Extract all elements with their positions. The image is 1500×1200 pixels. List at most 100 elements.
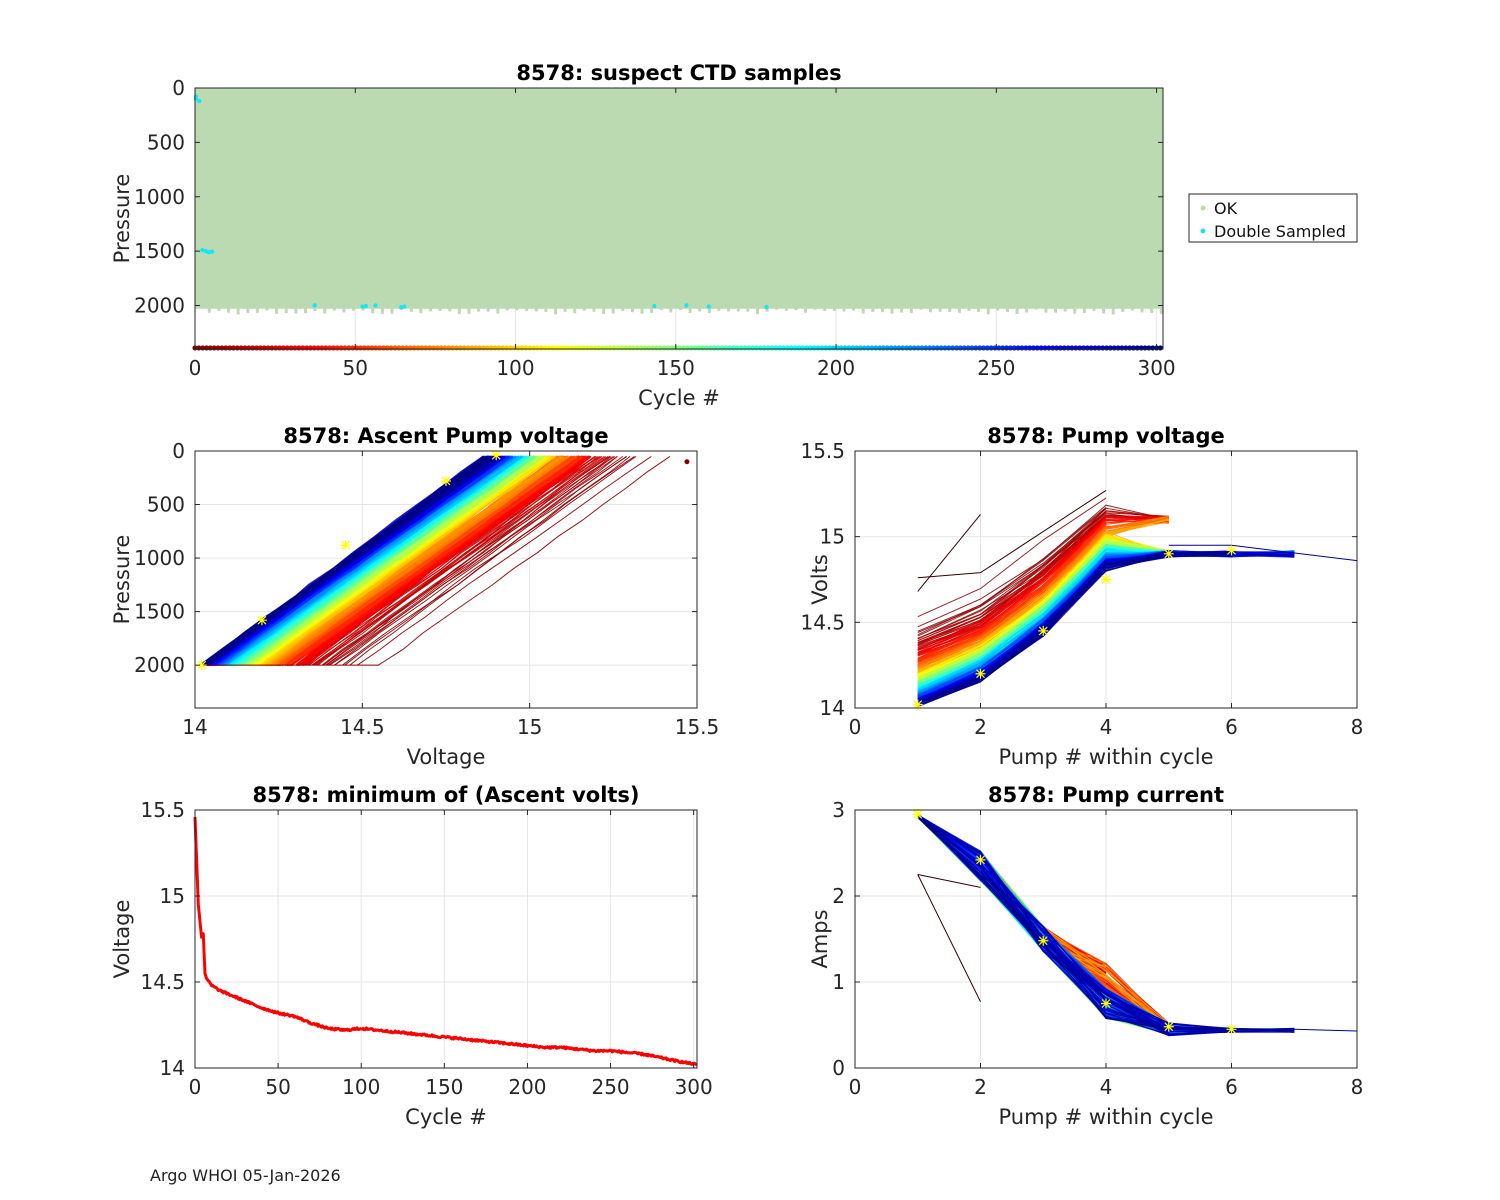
ok-sample-edge	[1015, 305, 1019, 315]
legend-label-ok: OK	[1214, 199, 1238, 218]
x-tick-label: 200	[508, 1075, 546, 1099]
footer-text: Argo WHOI 05-Jan-2026	[150, 1166, 341, 1185]
ok-sample-edge	[698, 305, 702, 312]
ok-sample-edge	[563, 305, 567, 312]
ok-sample-edge	[794, 305, 798, 311]
ok-sample-edge	[1102, 305, 1106, 314]
yellow-marker	[975, 854, 986, 865]
ok-sample-edge	[755, 305, 759, 315]
ok-sample-edge	[890, 305, 894, 314]
y-tick-label: 0	[172, 76, 185, 100]
x-axis-label: Pump # within cycle	[999, 745, 1214, 769]
ok-sample-edge	[544, 305, 548, 313]
y-tick-label: 15.5	[800, 439, 845, 463]
ok-sample-edge	[621, 305, 625, 312]
chart-title: 8578: Pump current	[988, 783, 1224, 807]
y-tick-label: 2	[832, 884, 845, 908]
legend-marker-double-sampled	[1200, 228, 1206, 234]
ok-sample-edge	[659, 305, 663, 311]
ok-samples-region	[195, 88, 1163, 309]
ok-sample-edge	[880, 305, 884, 313]
double-sampled-point	[684, 303, 689, 308]
ok-sample-edge	[688, 305, 692, 313]
ascent-cycle-line	[304, 455, 600, 666]
ok-samples-early	[195, 88, 208, 249]
pump-voltage-cycle-line	[917, 508, 1107, 640]
x-tick-label: 50	[265, 1075, 290, 1099]
plot-ascent: 14 14.5 15 15.5 0 500 1000 1500 2000 8578: Ascent…	[110, 424, 719, 769]
pump-voltage-cycle-line	[917, 520, 1107, 661]
ok-sample-edge	[255, 305, 259, 313]
yellow-marker	[441, 475, 451, 486]
x-tick-label: 0	[849, 1075, 862, 1099]
ascent-cycle-line	[321, 456, 612, 666]
ok-sample-edge	[1092, 305, 1096, 311]
ok-sample-edge	[1025, 305, 1029, 313]
ok-sample-edge	[1082, 305, 1086, 313]
yellow-marker	[1163, 1021, 1174, 1032]
x-tick-label: 300	[1137, 356, 1175, 380]
ok-sample-edge	[823, 305, 827, 311]
x-tick-label: 2	[974, 1075, 987, 1099]
y-axis-label: Pressure	[110, 535, 134, 625]
y-tick-label: 1500	[134, 239, 185, 263]
ok-sample-edge	[707, 305, 711, 313]
plot-area	[912, 809, 1358, 1037]
plot-area	[193, 816, 698, 1066]
x-tick-label: 2	[974, 715, 987, 739]
ok-sample-edge	[669, 305, 673, 313]
pump-voltage-cycle-line	[917, 507, 1169, 636]
pump-voltage-cycle-line	[917, 504, 1169, 628]
double-sampled-point	[197, 98, 202, 104]
y-tick-label: 15	[820, 525, 845, 549]
ok-sample-edge	[467, 305, 471, 314]
ok-sample-edge	[861, 305, 865, 314]
x-axis-label: Cycle #	[405, 1105, 487, 1129]
ok-sample-edge	[784, 305, 788, 311]
pump-voltage-cycle-line	[917, 521, 1107, 650]
pump-voltage-cycle-line	[917, 552, 1232, 706]
y-tick-label: 0	[172, 439, 185, 463]
ascent-cycle-line	[203, 455, 492, 667]
axes-box	[194, 450, 698, 709]
ok-sample-edge	[1054, 305, 1058, 313]
double-sampled-point	[209, 249, 215, 254]
ok-sample-edge	[534, 305, 538, 312]
legend-label-double-sampled: Double Sampled	[1214, 222, 1346, 241]
yellow-marker	[340, 540, 351, 551]
y-tick-label: 2000	[134, 653, 185, 677]
ok-sample-edge	[448, 305, 452, 312]
ok-sample-edge	[1034, 305, 1038, 310]
ok-sample-edge	[1159, 305, 1163, 314]
ok-sample-edge	[265, 305, 269, 311]
ok-sample-edge	[1005, 305, 1009, 313]
x-tick-label: 300	[675, 1075, 713, 1099]
y-axis-label: Amps	[808, 909, 832, 968]
y-tick-label: 2000	[134, 294, 185, 318]
yellow-marker	[1226, 545, 1237, 556]
x-tick-label: 150	[425, 1075, 463, 1099]
x-axis-label: Pump # within cycle	[999, 1105, 1214, 1129]
x-tick-label: 0	[189, 1075, 202, 1099]
ascent-cycle-line	[344, 455, 637, 666]
y-tick-label: 15.5	[140, 798, 185, 822]
ok-sample-edge	[1111, 305, 1115, 315]
yellow-marker	[1163, 548, 1174, 559]
axes-box	[194, 809, 698, 1069]
ok-sample-edge	[996, 305, 1000, 311]
ok-sample-edge	[909, 305, 913, 313]
ok-sample-edge	[573, 305, 577, 314]
ascent-cycle-line	[312, 455, 611, 666]
x-tick-label: 14	[182, 715, 207, 739]
ok-sample-edge	[640, 305, 644, 314]
ok-sample-edge	[236, 305, 240, 315]
plot-pumpc: 0 2 4 6 8 0 1 2 3 8578: Pump current Pump # within…	[808, 783, 1363, 1129]
double-sampled-point	[706, 304, 712, 309]
ascent-cycle-line	[329, 455, 627, 666]
y-tick-label: 500	[147, 493, 185, 517]
y-tick-label: 1500	[134, 600, 185, 624]
legend-marker-ok	[1200, 205, 1206, 211]
yellow-marker	[256, 615, 267, 626]
ok-sample-edge	[852, 305, 856, 311]
ok-sample-edge	[390, 305, 394, 314]
